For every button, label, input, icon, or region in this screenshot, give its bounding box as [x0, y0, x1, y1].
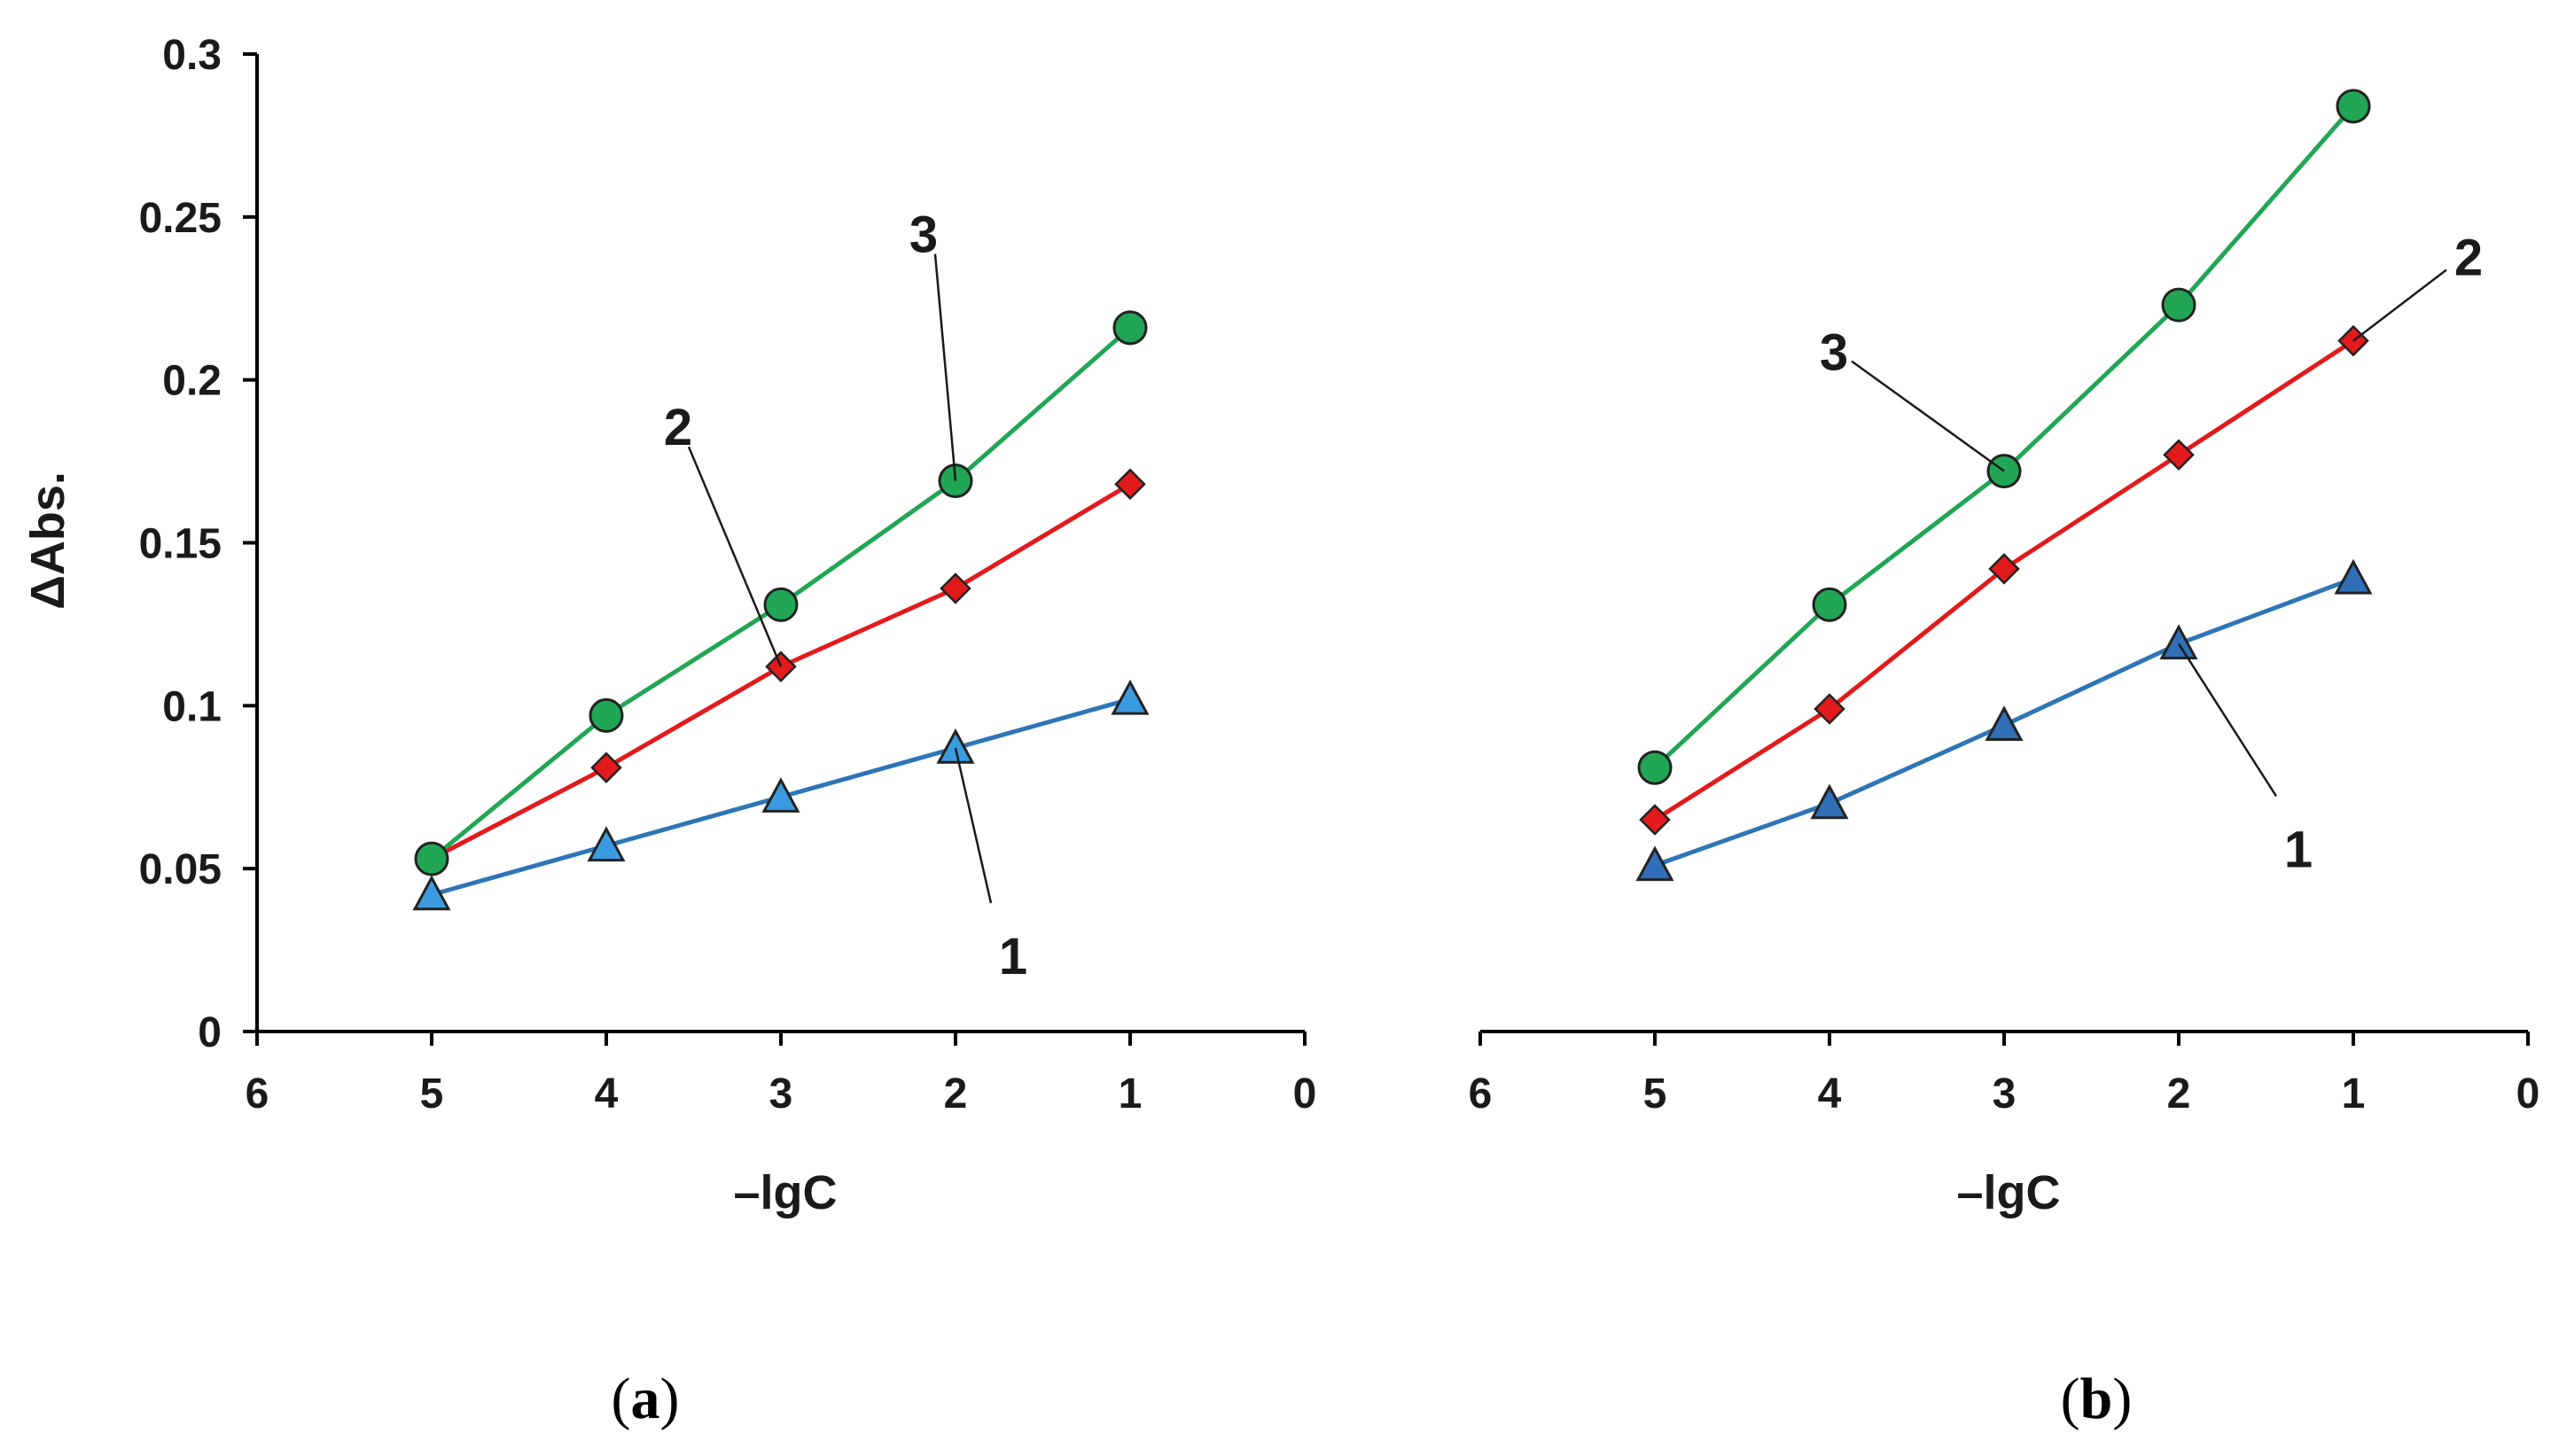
- annotation-label-1: 1: [999, 928, 1027, 985]
- y-tick-label: 0.2: [162, 358, 222, 405]
- series-2-point: [1114, 468, 1146, 501]
- x-tick-label: 3: [1993, 1071, 2017, 1117]
- annotation-leader-3: [1851, 360, 2005, 472]
- series-1-point: [587, 826, 626, 862]
- y-tick-label: 0.3: [162, 32, 222, 79]
- series-1-point: [1635, 845, 1674, 882]
- series-1-point: [761, 777, 800, 813]
- annotation-label-2: 2: [664, 399, 692, 456]
- panel-label: (b): [2061, 1366, 2133, 1431]
- annotation-leader-1: [954, 747, 993, 904]
- y-tick-label: 0: [198, 1009, 222, 1056]
- series-3-point: [1812, 587, 1847, 622]
- y-tick-label: 0.1: [162, 683, 222, 730]
- series-1-point: [2159, 624, 2198, 660]
- x-tick-label: 3: [769, 1071, 793, 1117]
- x-tick-label: 4: [1818, 1071, 1842, 1117]
- x-tick-label: 2: [944, 1071, 968, 1117]
- y-tick-label: 0.25: [139, 195, 222, 242]
- series-3-point: [414, 841, 449, 876]
- series-1-point: [1810, 783, 1849, 820]
- annotation-leader-2: [687, 446, 783, 667]
- x-tick-label: 0: [1293, 1071, 1317, 1117]
- x-tick-label: 4: [595, 1071, 619, 1117]
- annotation-leader-1: [2177, 642, 2278, 798]
- x-tick-label: 5: [420, 1071, 444, 1117]
- series-1-point: [412, 875, 451, 911]
- x-tick-label: 1: [2342, 1071, 2366, 1117]
- annotation-label-2: 2: [2454, 230, 2483, 287]
- series-2-point: [590, 751, 622, 783]
- series-2-point: [1814, 693, 1845, 725]
- x-axis-title: –lgC: [733, 1166, 837, 1219]
- y-tick-label: 0.05: [139, 846, 222, 893]
- x-tick-label: 5: [1643, 1071, 1667, 1117]
- x-tick-label: 0: [2516, 1071, 2540, 1117]
- series-3-point: [2336, 89, 2371, 124]
- y-axis-title: ΔAbs.: [21, 471, 74, 610]
- series-3-line: [1653, 105, 2355, 770]
- series-2-point: [2163, 439, 2195, 471]
- y-tick-label: 0.15: [139, 521, 222, 568]
- x-tick-label: 1: [1119, 1071, 1143, 1117]
- series-1-point: [936, 728, 975, 764]
- x-tick-label: 6: [1469, 1071, 1493, 1117]
- series-3-point: [1112, 310, 1148, 346]
- annotation-label-1: 1: [2284, 821, 2313, 878]
- x-tick-label: 2: [2167, 1071, 2191, 1117]
- series-3-point: [1637, 750, 1673, 785]
- series-2-point: [1988, 553, 2020, 585]
- annotation-label-3: 3: [1820, 324, 1848, 382]
- series-2-point: [940, 572, 971, 604]
- x-axis-title: –lgC: [1956, 1166, 2060, 1219]
- series-3-point: [589, 697, 624, 733]
- annotation-leader-2: [2352, 269, 2447, 342]
- chart-panel-b: 6 5 4 3 2 1 0 –lgC 1 2 3 (b): [1469, 89, 2540, 1431]
- series-1-point: [1111, 679, 1150, 715]
- annotation-leader-3: [933, 253, 957, 481]
- chart-panel-a: 6 5 4 3 2 1 0 –lgC 0 0.05 0.1 0.15 0.2 0.25 0.3 ΔAbs. 1 2…: [21, 32, 1316, 1431]
- annotation-label-3: 3: [909, 206, 938, 264]
- series-2-point: [1639, 804, 1671, 836]
- series-1-point: [2334, 558, 2373, 595]
- series-1-point: [1985, 705, 2024, 742]
- series-3-point: [763, 587, 799, 622]
- panel-label: (a): [612, 1366, 680, 1431]
- x-tick-label: 6: [246, 1071, 269, 1117]
- series-3-point: [2161, 287, 2196, 323]
